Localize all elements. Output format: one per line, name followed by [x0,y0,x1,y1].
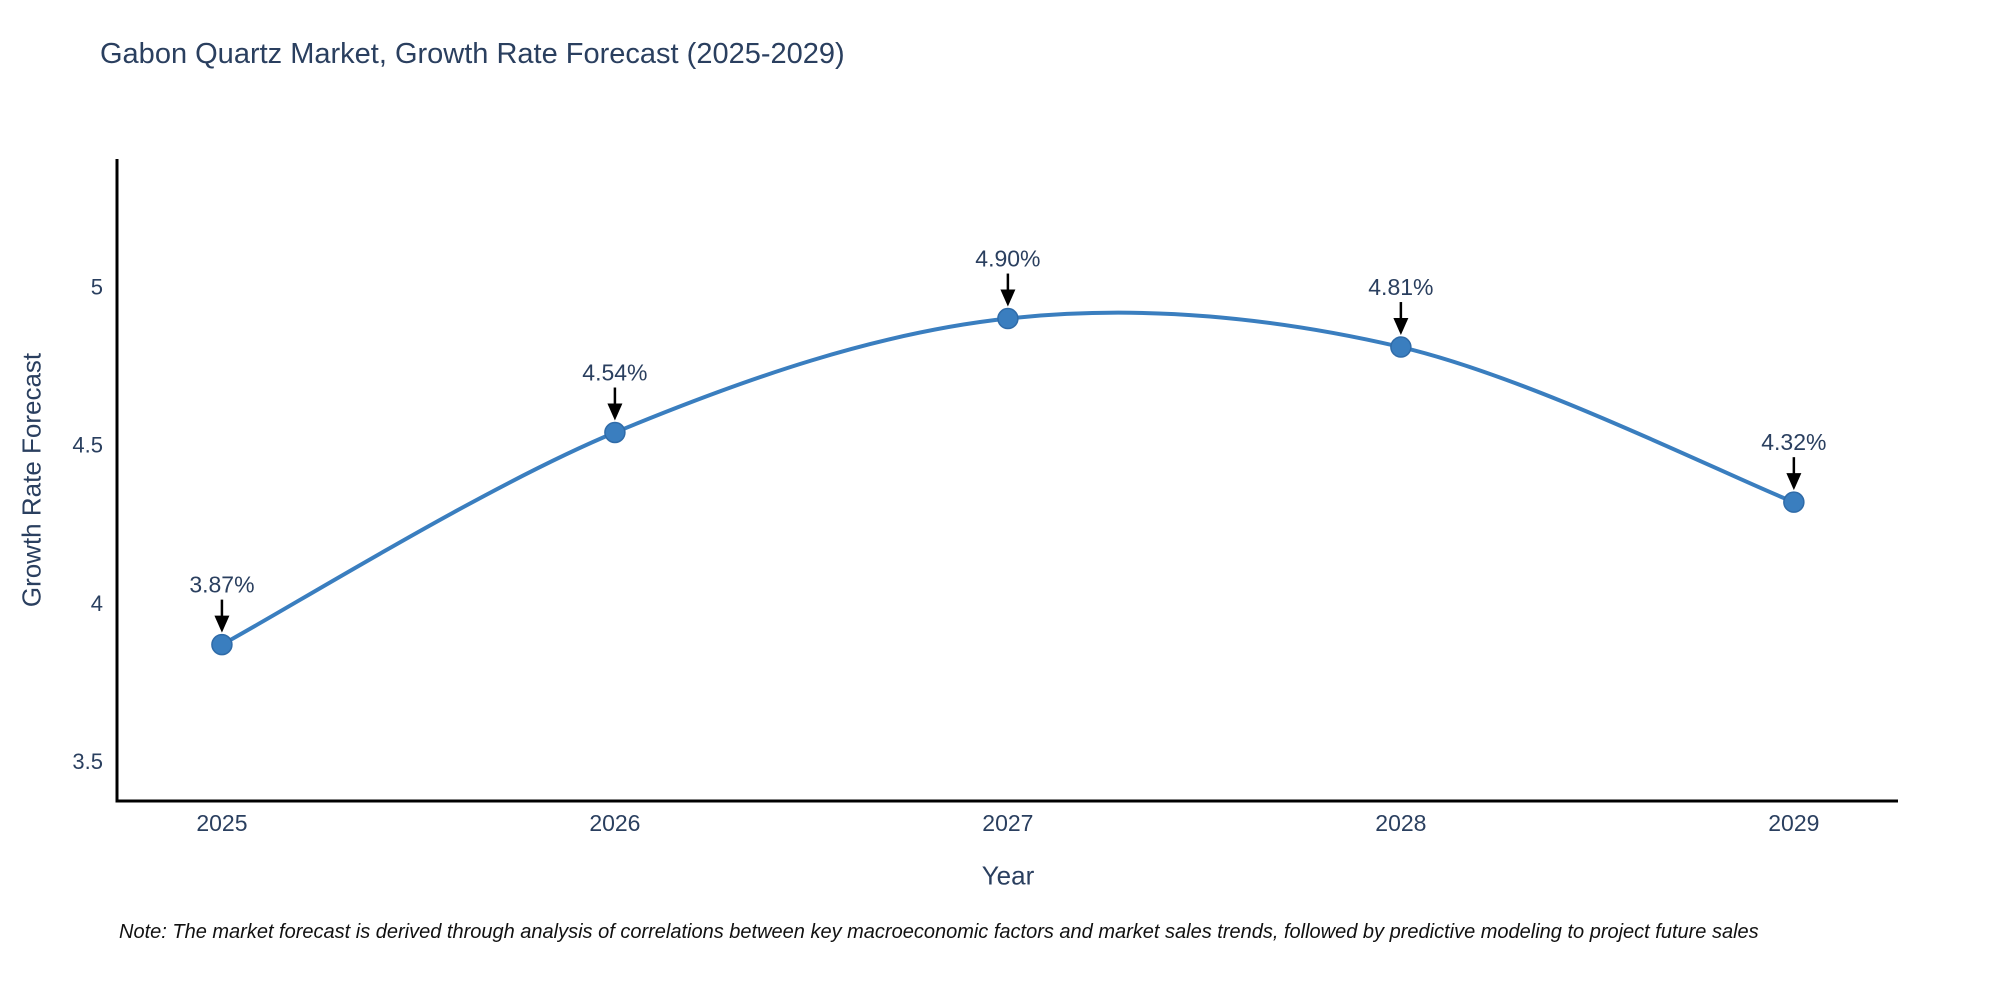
annotation-arrow-head [1000,289,1016,307]
x-axis-title: Year [981,860,1035,891]
point-annotation-label: 4.81% [1368,274,1433,300]
point-annotation-label: 3.87% [189,572,254,598]
x-tick-label: 2026 [589,810,640,836]
forecast-line [219,310,1796,647]
x-tick-label: 2025 [196,810,247,836]
x-tick-label: 2029 [1768,810,1819,836]
y-tick-label: 4 [91,591,103,616]
chart-title: Gabon Quartz Market, Growth Rate Forecas… [100,38,845,70]
annotation-arrow-head [214,615,230,633]
x-tick-label: 2027 [982,810,1033,836]
data-point-marker[interactable] [1783,491,1805,513]
y-tick-label: 5 [91,274,103,299]
data-point-marker[interactable] [211,633,233,656]
data-point-marker[interactable] [997,307,1019,330]
data-point-marker[interactable] [1390,336,1412,358]
annotation-arrow-head [607,403,623,421]
point-annotation-label: 4.90% [975,246,1040,272]
data-point-marker[interactable] [604,421,626,444]
y-tick-label: 4.5 [72,433,103,458]
annotation-arrow-head [1393,318,1409,336]
x-tick-label: 2028 [1375,810,1426,836]
footnote: Note: The market forecast is derived thr… [119,921,1759,943]
annotation-arrow-head [1786,473,1802,491]
point-annotation-label: 4.54% [582,360,647,386]
y-tick-label: 3.5 [72,749,103,774]
point-annotation-label: 4.32% [1761,429,1826,455]
